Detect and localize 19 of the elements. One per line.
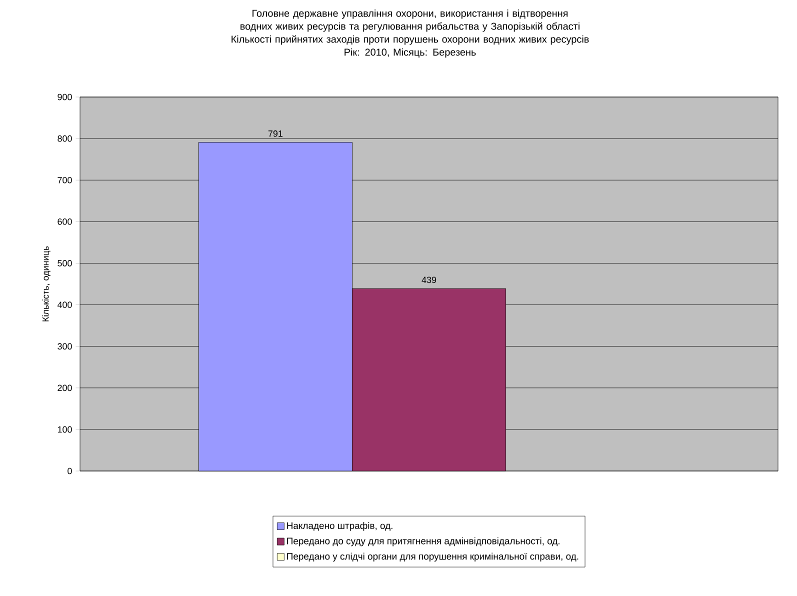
y-tick-label: 700 — [58, 176, 72, 184]
y-tick-label: 400 — [57, 302, 72, 308]
legend-label: Передано у слідчі органи для порушення кримінальної справи, од. — [287, 552, 578, 562]
chart-subtitle: Кількості прийнятих заходів проти порушень охорони водних живих ресурсів — [232, 35, 589, 45]
y-tick-label: 600 — [58, 218, 72, 225]
text: Рік: 2010, Місяць: Березень — [344, 48, 476, 58]
y-tick-label: 800 — [58, 135, 72, 142]
y-tick-label: 100 — [58, 426, 72, 433]
chart-title: Головне державне управління охорони, використання і відтворення водних живих ресурсів та регулювання рибальства у Запорізькій області — [240, 10, 580, 32]
y-tick-label: 500 — [58, 260, 72, 266]
legend-label: Передано до суду для притягнення адмінвідповідальності, од. — [287, 537, 560, 546]
y-axis-title: Кількість, одиниць — [42, 246, 50, 322]
data-label: 439 — [422, 276, 436, 284]
y-tick-label: 900 — [58, 94, 72, 100]
data-label: 791 — [268, 130, 282, 137]
y-tick-label: 0 — [68, 468, 72, 474]
y-tick-label: 300 — [58, 343, 72, 350]
y-tick-label: 200 — [58, 384, 72, 392]
legend-label: Накладено штрафів, од. — [287, 522, 392, 531]
